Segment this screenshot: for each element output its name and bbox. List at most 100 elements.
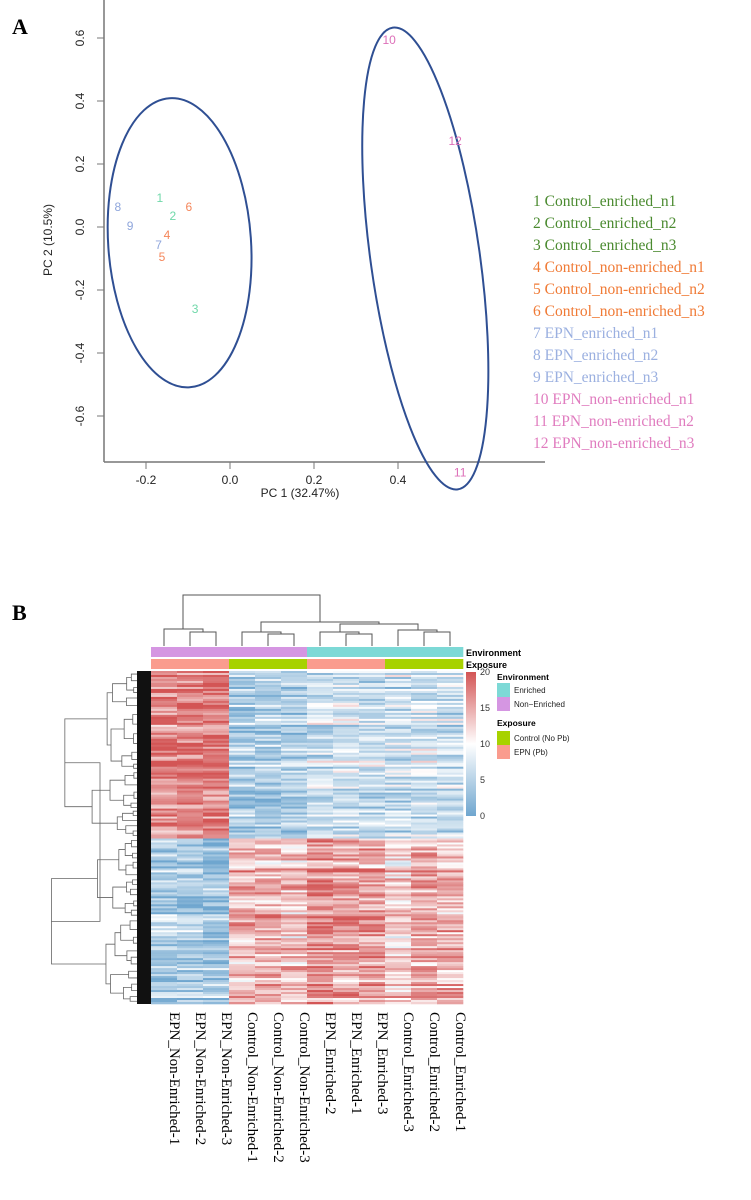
heatmap-cell [229, 870, 256, 873]
heatmap-cell [359, 806, 386, 809]
dendrogram-branch [133, 772, 137, 779]
heatmap-cell [307, 818, 334, 821]
heatmap-cell [385, 962, 412, 965]
heatmap-cell [229, 688, 256, 692]
heatmap-cell [203, 852, 230, 855]
heatmap-cell [281, 1000, 308, 1003]
heatmap-cell [359, 706, 386, 710]
heatmap-cell [203, 718, 230, 722]
heatmap-cell [411, 780, 438, 783]
heatmap-cell [411, 988, 438, 991]
heatmap-cell [307, 672, 334, 676]
heatmap-cell [333, 756, 360, 760]
heatmap-cell [307, 952, 334, 955]
heatmap-cell [307, 710, 334, 714]
heatmap-cell [333, 736, 360, 740]
heatmap-cell [359, 738, 386, 742]
heatmap-cell [151, 730, 178, 734]
heatmap-cell [177, 750, 204, 754]
heatmap-cell [333, 974, 360, 977]
heatmap-cell [307, 674, 334, 678]
heatmap-cell [151, 922, 178, 925]
heatmap-cell [229, 920, 256, 923]
heatmap-cell [411, 774, 438, 777]
heatmap-cell [385, 758, 412, 762]
heatmap-cell [333, 698, 360, 702]
heatmap-cell [437, 804, 464, 807]
heatmap-cell [229, 782, 256, 785]
heatmap-cell [281, 671, 308, 674]
heatmap-cell [281, 832, 308, 835]
heatmap-cell [151, 671, 178, 674]
heatmap-cell [411, 746, 438, 750]
heatmap-cell [229, 684, 256, 688]
heatmap-cell [411, 818, 438, 821]
heatmap-cell [437, 920, 464, 923]
heatmap-cell [359, 872, 386, 875]
exposure-annotation-cell [411, 659, 438, 669]
heatmap-cell [359, 754, 386, 758]
heatmap-cell [281, 850, 308, 853]
heatmap-cell [437, 966, 464, 969]
heatmap-cell [385, 768, 412, 772]
heatmap-cell [359, 980, 386, 983]
heatmap-cell [281, 938, 308, 941]
heatmap-cell [281, 904, 308, 907]
heatmap-cell [385, 924, 412, 927]
heatmap-cell [411, 868, 438, 871]
heatmap-cell [333, 830, 360, 833]
heatmap-cell [411, 998, 438, 1001]
heatmap-cell [255, 696, 282, 700]
heatmap-cell [437, 676, 464, 680]
heatmap-cell [359, 988, 386, 991]
heatmap-cell [437, 914, 464, 917]
heatmap-cell [333, 944, 360, 947]
heatmap-cell [229, 820, 256, 823]
heatmap-cell [151, 690, 178, 694]
heatmap-cell [385, 794, 412, 797]
heatmap-cell [229, 910, 256, 913]
heatmap-cell [333, 900, 360, 903]
heatmap-cell [333, 814, 360, 817]
heatmap-cell [203, 790, 230, 793]
heatmap-cell [281, 930, 308, 933]
heatmap-cell [151, 764, 178, 768]
heatmap-cell [177, 728, 204, 732]
heatmap-cell [333, 884, 360, 887]
dendrogram-branch [116, 816, 126, 830]
dendrogram-branch [130, 673, 137, 682]
heatmap-cell [333, 1000, 360, 1003]
heatmap-cell [255, 816, 282, 819]
heatmap-cell [177, 684, 204, 688]
heatmap-cell [229, 836, 256, 839]
heatmap-cell [437, 794, 464, 797]
heatmap-cell [437, 770, 464, 773]
heatmap-cell [359, 922, 386, 925]
heatmap-cell [177, 874, 204, 877]
heatmap-cell [177, 830, 204, 833]
heatmap-cell [359, 758, 386, 762]
heatmap-cell [359, 924, 386, 927]
heatmap-cell [385, 740, 412, 744]
heatmap-cell [177, 918, 204, 921]
heatmap-cell [255, 736, 282, 740]
heatmap-cell [281, 754, 308, 758]
heatmap-cell [359, 886, 386, 889]
heatmap-cell [151, 878, 178, 881]
heatmap-cell [281, 854, 308, 857]
heatmap-cell [229, 682, 256, 686]
heatmap-cell [203, 970, 230, 973]
heatmap-cell [385, 762, 412, 766]
heatmap-cell [177, 910, 204, 913]
dendrogram-branch [126, 676, 134, 691]
legend-item: 2 Control_enriched_n2 [533, 215, 676, 232]
heatmap-cell [281, 722, 308, 726]
heatmap-cell [437, 724, 464, 728]
heatmap-cell [359, 756, 386, 760]
heatmap-cell [151, 726, 178, 730]
heatmap-cell [437, 688, 464, 692]
heatmap-cell [255, 826, 282, 829]
heatmap-cell [333, 788, 360, 791]
heatmap-cell [437, 716, 464, 720]
heatmap-cell [255, 936, 282, 939]
